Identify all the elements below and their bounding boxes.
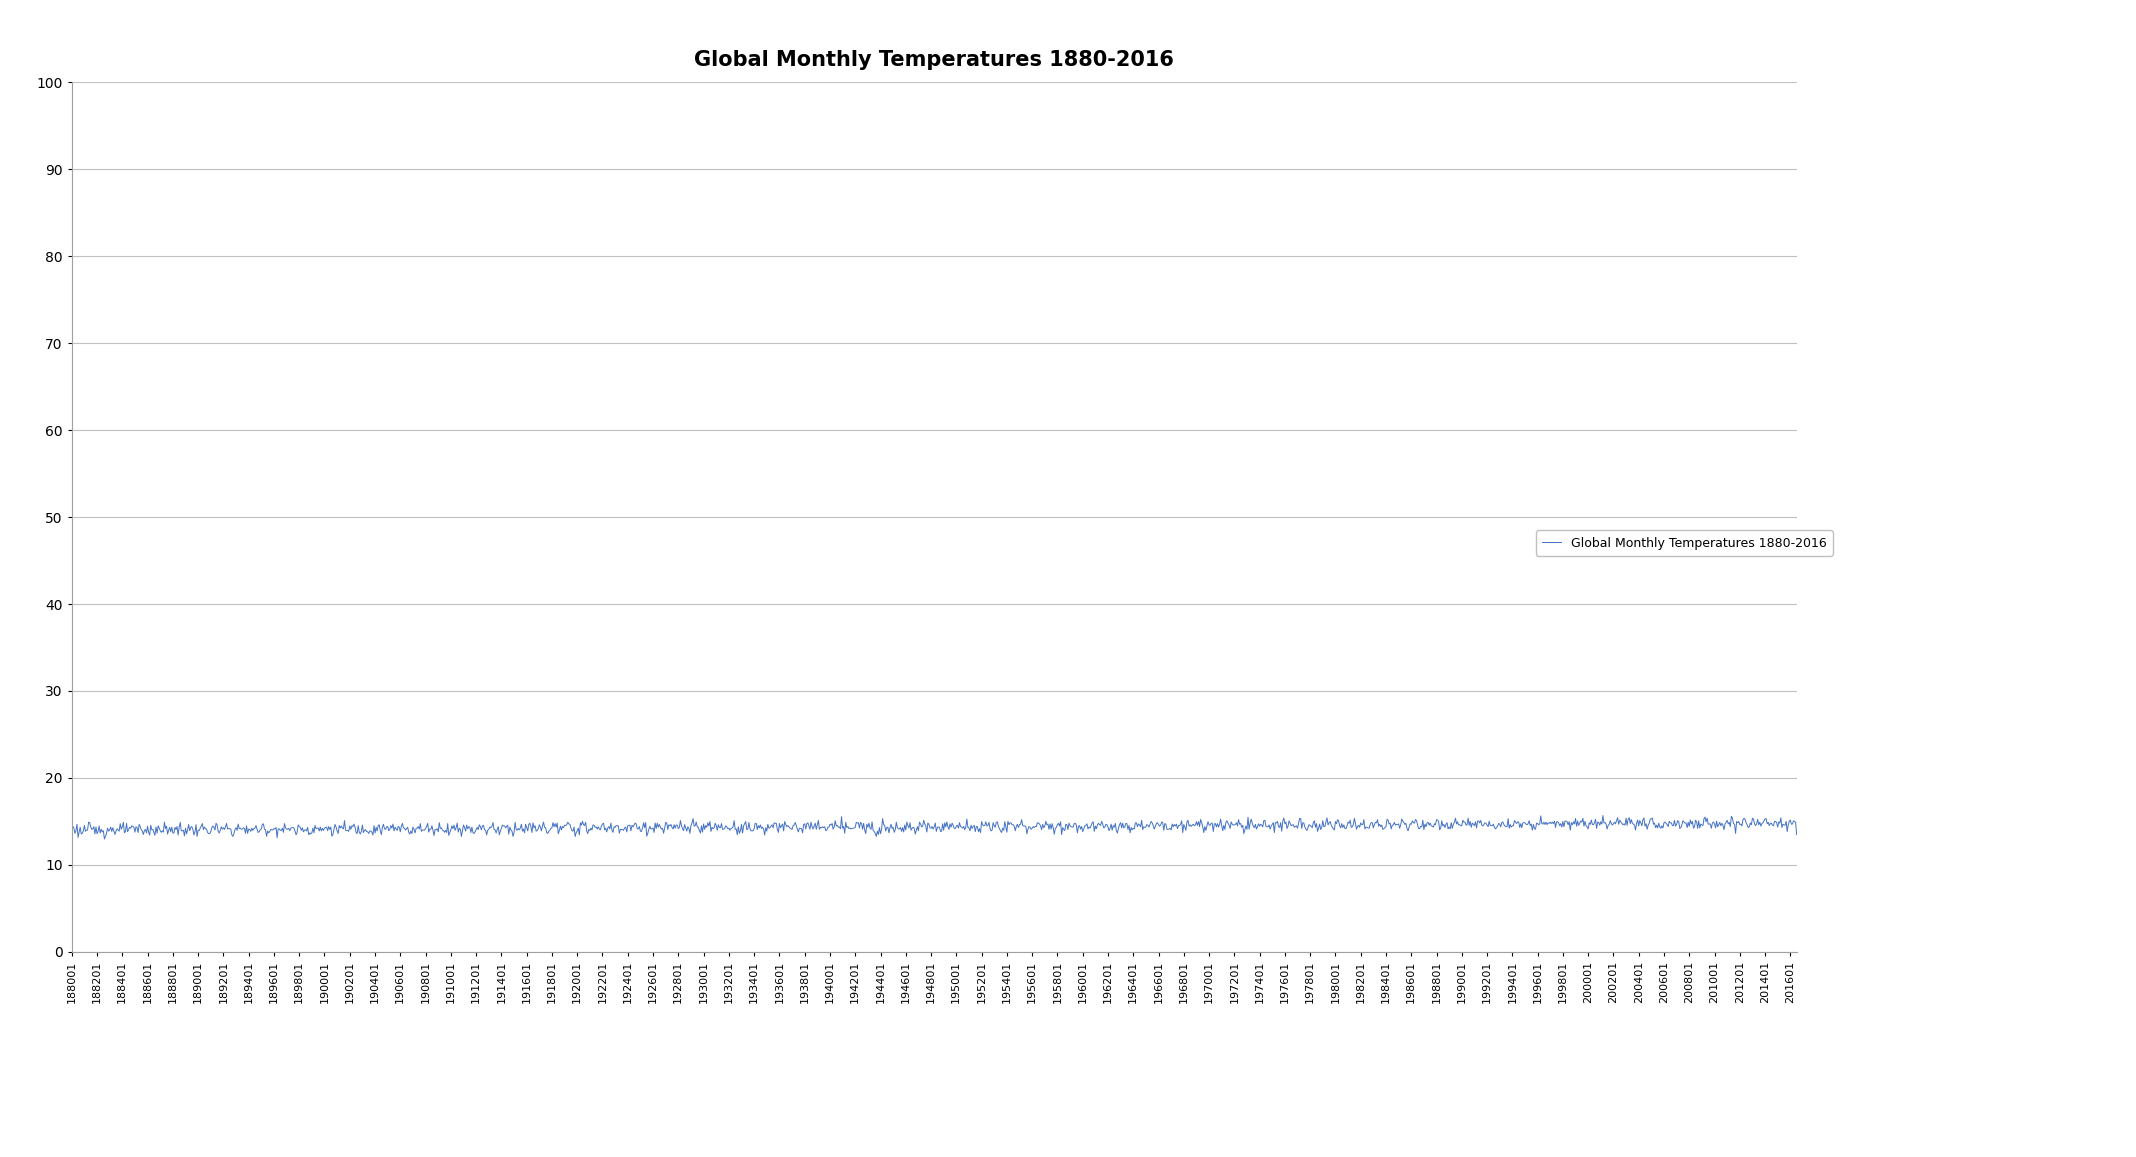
- Legend: Global Monthly Temperatures 1880-2016: Global Monthly Temperatures 1880-2016: [1536, 530, 1833, 555]
- Global Monthly Temperatures 1880-2016: [105, 821, 130, 835]
- Global Monthly Temperatures 1880-2016: [60, 826, 85, 840]
- Global Monthly Temperatures 1880-2016: [1551, 820, 1576, 834]
- Global Monthly Temperatures 1880-2016: [214, 820, 239, 834]
- Global Monthly Temperatures 1880-2016: [1784, 827, 1809, 841]
- Global Monthly Temperatures 1880-2016: [1779, 817, 1805, 831]
- Line: Global Monthly Temperatures 1880-2016: Global Monthly Temperatures 1880-2016: [73, 816, 1796, 839]
- Title: Global Monthly Temperatures 1880-2016: Global Monthly Temperatures 1880-2016: [694, 50, 1175, 69]
- Global Monthly Temperatures 1880-2016: [824, 819, 850, 833]
- Global Monthly Temperatures 1880-2016: [92, 832, 117, 846]
- Global Monthly Temperatures 1880-2016: [1474, 817, 1499, 831]
- Global Monthly Temperatures 1880-2016: [1589, 809, 1615, 823]
